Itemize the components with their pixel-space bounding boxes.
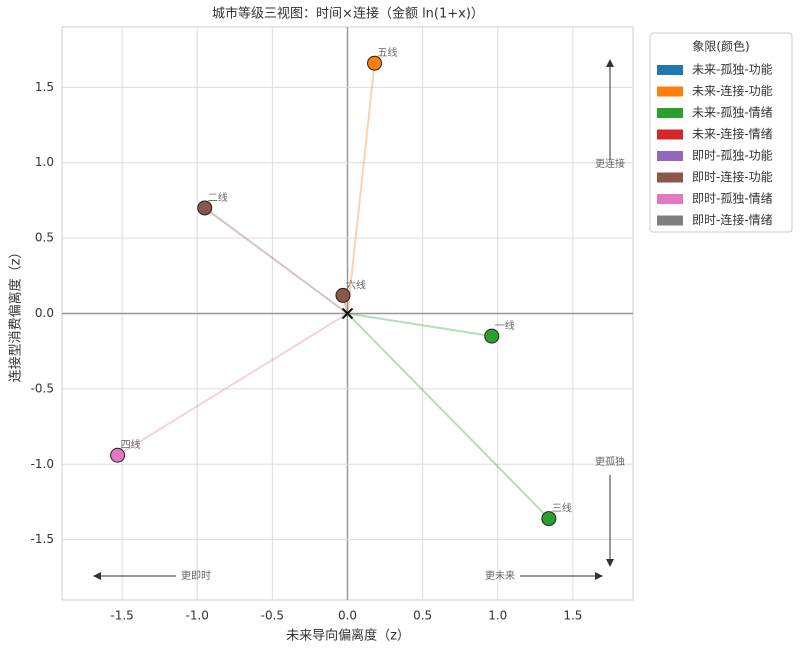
y-tick-label: 1.0: [35, 155, 54, 169]
point: [367, 55, 383, 71]
legend-swatch: [657, 172, 683, 183]
y-tick-label: 0.0: [35, 306, 54, 320]
legend-swatch: [657, 194, 683, 204]
x-tick-label: -0.5: [261, 609, 284, 623]
point-label: 三线: [552, 502, 572, 515]
legend-swatch: [657, 129, 683, 140]
legend-title: 象限(颜色): [692, 39, 749, 54]
y-tick-label: 1.5: [35, 80, 54, 94]
point-label: 二线: [208, 191, 228, 204]
x-axis-label: 未来导向偏离度（z）: [286, 628, 410, 644]
ray: [204, 207, 349, 315]
point: [197, 200, 213, 216]
point-label: 五线: [378, 46, 398, 59]
point-label: 六线: [346, 278, 366, 291]
x-tick-label: 1.0: [488, 609, 507, 623]
point-label: 四线: [121, 438, 141, 451]
annotation-up: 更连接: [595, 157, 625, 170]
legend-swatch: [657, 65, 683, 75]
legend: 象限(颜色) 未来-孤独-功能未来-连接-功能未来-孤独-情绪未来-连接-情绪即…: [649, 32, 793, 233]
ray: [347, 312, 492, 338]
y-tick-label: 0.5: [35, 231, 54, 245]
legend-swatch: [657, 215, 683, 226]
ray: [117, 312, 349, 457]
y-tick-label: -0.5: [31, 381, 54, 395]
legend-label: 即时-连接-功能: [692, 169, 773, 184]
legend-swatch: [657, 86, 683, 97]
point-label: 一线: [495, 319, 515, 332]
legend-box: [649, 32, 793, 233]
point: [541, 511, 557, 527]
legend-label: 即时-连接-情绪: [692, 212, 773, 227]
annotation-down: 更孤独: [595, 455, 625, 468]
point: [335, 287, 351, 303]
y-tick-label: -1.5: [31, 532, 54, 546]
legend-swatch: [657, 151, 683, 161]
x-tick-label: 1.5: [563, 609, 582, 623]
point: [110, 447, 126, 463]
x-tick-label: 0.5: [413, 609, 432, 623]
origin-marker: [341, 307, 354, 320]
annotation-left: 更即时: [181, 570, 211, 582]
legend-label: 未来-连接-情绪: [692, 126, 773, 141]
y-tick-label: -1.0: [31, 457, 54, 471]
x-tick-label: -1.5: [110, 609, 133, 623]
x-tick-label: 0.0: [338, 609, 357, 623]
legend-label: 未来-孤独-情绪: [692, 106, 773, 120]
x-tick-label: -1.0: [186, 609, 209, 623]
chart-title: 城市等级三视图：时间×连接（金额 ln(1+x)）: [212, 6, 484, 22]
legend-label: 即时-孤独-情绪: [692, 192, 773, 206]
y-axis-label: 连接型消费偏离度（z）: [8, 246, 24, 383]
point: [484, 328, 500, 344]
ray: [346, 312, 550, 520]
legend-label: 未来-连接-功能: [692, 83, 773, 98]
ray: [346, 63, 376, 314]
annotation-right: 更未来: [485, 570, 515, 582]
legend-label: 即时-孤独-功能: [692, 149, 773, 163]
legend-swatch: [657, 108, 683, 118]
legend-label: 未来-孤独-功能: [692, 63, 773, 77]
